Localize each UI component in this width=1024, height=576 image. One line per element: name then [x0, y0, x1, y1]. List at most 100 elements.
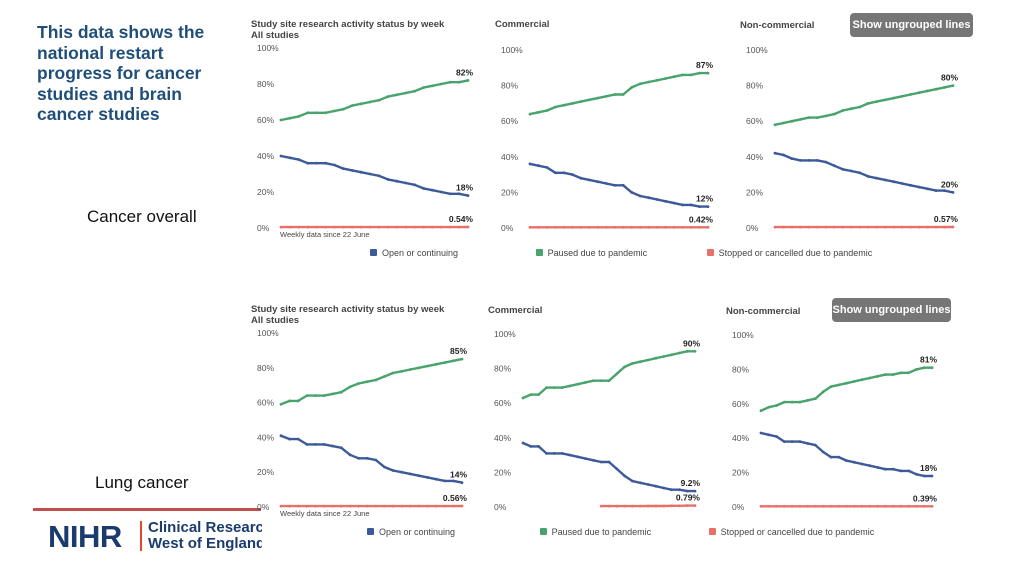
data-point [615, 372, 619, 376]
show-ungrouped-lines-button[interactable]: Show ungrouped lines [832, 298, 951, 322]
data-point [359, 102, 363, 106]
data-point [592, 458, 595, 462]
data-point [560, 386, 564, 389]
data-point [915, 368, 918, 371]
y-tick-label: 100% [494, 329, 516, 339]
data-point [306, 225, 310, 229]
data-point [368, 172, 372, 176]
series-line-paused [774, 152, 954, 194]
data-point [655, 198, 659, 201]
data-point [452, 479, 455, 483]
data-point [915, 472, 918, 476]
data-point [545, 452, 548, 455]
data-point [883, 225, 887, 229]
data-point [799, 225, 802, 229]
legend-swatch-open [367, 528, 374, 535]
data-point [537, 445, 540, 448]
data-point [892, 96, 896, 100]
data-point [782, 153, 785, 157]
series-line-open [280, 79, 469, 122]
data-point [767, 504, 771, 508]
y-tick-label: 60% [501, 116, 518, 126]
data-point [672, 75, 676, 79]
legend-item-stopped[interactable]: Stopped or cancelled due to pandemic [708, 527, 875, 537]
data-point [615, 467, 619, 471]
data-point [426, 504, 429, 508]
data-point [706, 205, 710, 209]
data-point [630, 225, 634, 229]
data-point [926, 225, 929, 229]
data-point [554, 171, 557, 175]
data-point [681, 203, 684, 207]
data-point [460, 504, 464, 508]
data-point [934, 189, 938, 193]
data-point [798, 440, 802, 443]
data-point [297, 225, 301, 229]
data-point [448, 192, 452, 196]
legend-item-open[interactable]: Open or continuing [370, 248, 458, 258]
data-point [685, 489, 689, 493]
data-point [460, 357, 464, 361]
y-tick-label: 20% [746, 187, 763, 197]
intro-text: This data shows the national restart pro… [37, 22, 205, 125]
data-point [439, 82, 443, 86]
data-point [832, 225, 836, 229]
data-point [426, 364, 429, 368]
data-point [775, 435, 778, 438]
legend-item-paused[interactable]: Paused due to pandemic [539, 527, 651, 537]
data-point [615, 504, 619, 508]
data-point [288, 504, 291, 508]
footnote: Weekly data since 22 June [280, 230, 370, 239]
legend-label: Stopped or cancelled due to pandemic [718, 248, 873, 258]
data-point [664, 199, 667, 203]
y-tick-label: 100% [257, 328, 279, 338]
data-point [631, 504, 634, 508]
data-point [537, 393, 540, 396]
data-point [528, 112, 532, 116]
show-ungrouped-lines-button[interactable]: Show ungrouped lines [850, 13, 973, 37]
data-point [322, 443, 326, 446]
chart-title: Non-commercial [740, 20, 814, 31]
data-point [681, 225, 684, 229]
data-point [798, 400, 802, 404]
y-tick-label: 60% [257, 115, 274, 125]
data-point [383, 465, 386, 469]
data-point [670, 353, 673, 357]
legend-item-stopped[interactable]: Stopped or cancelled due to pandemic [706, 248, 873, 258]
data-point [288, 116, 292, 120]
data-point [439, 190, 443, 194]
data-point [891, 504, 895, 508]
data-point [907, 371, 911, 375]
data-point [852, 380, 856, 383]
data-point [377, 225, 381, 229]
data-point [576, 455, 580, 459]
data-point [383, 375, 386, 378]
data-point [638, 82, 642, 86]
data-point [621, 183, 625, 187]
data-point [529, 393, 533, 396]
data-point [365, 380, 369, 384]
data-point [422, 187, 425, 190]
data-point [613, 183, 617, 187]
chart-subtitle: All studies [251, 30, 299, 41]
series-line-paused [522, 441, 695, 493]
data-point [359, 225, 363, 229]
data-point [604, 225, 608, 229]
data-point [623, 504, 626, 508]
data-point [837, 383, 841, 387]
end-value-label: 0.56% [443, 493, 468, 503]
data-point [587, 98, 591, 102]
data-point [814, 397, 817, 400]
chart-title: Commercial [488, 305, 542, 316]
section-label-lung-cancer: Lung cancer [95, 473, 189, 492]
legend-item-paused[interactable]: Paused due to pandemic [535, 248, 647, 258]
y-tick-label: 20% [257, 187, 274, 197]
y-tick-label: 100% [732, 330, 754, 340]
legend-label: Stopped or cancelled due to pandemic [720, 527, 875, 537]
legend-item-open[interactable]: Open or continuing [367, 527, 455, 537]
data-point [685, 349, 689, 353]
data-point [448, 80, 452, 84]
data-point [296, 504, 300, 508]
series-line-paused [280, 154, 469, 197]
data-point [596, 96, 600, 100]
